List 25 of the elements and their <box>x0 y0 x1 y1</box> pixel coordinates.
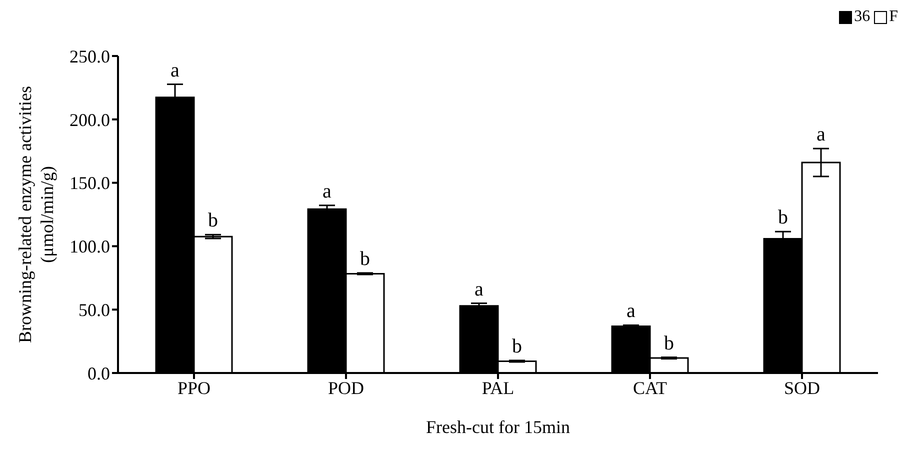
data-label: a <box>322 180 332 202</box>
x-axis-title: Fresh-cut for 15min <box>426 417 570 437</box>
x-tick-label: POD <box>328 378 364 398</box>
data-label: a <box>474 278 484 300</box>
y-tick-label: 250.0 <box>70 46 110 66</box>
data-label: b <box>360 248 370 270</box>
y-tick-label: 200.0 <box>70 110 110 130</box>
y-tick-label: 50.0 <box>78 300 110 320</box>
data-label: b <box>664 332 674 354</box>
x-tick-label: PAL <box>482 378 514 398</box>
legend-label: 36 <box>854 8 870 26</box>
data-label: a <box>816 124 826 146</box>
y-tick-label: 100.0 <box>70 236 110 257</box>
x-tick-label: CAT <box>632 378 668 398</box>
x-tick-label: SOD <box>784 378 820 398</box>
y-tick-label: 150.0 <box>70 173 110 194</box>
data-label: b <box>512 335 522 358</box>
legend-label: F <box>889 8 898 26</box>
data-label: b <box>208 210 218 232</box>
y-axis-title: Browning-related enzyme activities (μmol/min/g) <box>15 86 57 343</box>
data-label: b <box>778 206 788 229</box>
x-tick-label: PPO <box>177 378 211 398</box>
data-label: a <box>170 59 180 82</box>
data-label: a <box>626 300 636 322</box>
y-tick-label: 0.0 <box>88 363 110 384</box>
